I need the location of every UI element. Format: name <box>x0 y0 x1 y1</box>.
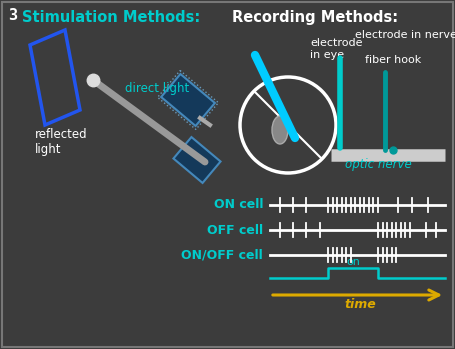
Text: on: on <box>346 257 360 267</box>
Text: Stimulation Methods:: Stimulation Methods: <box>22 10 200 25</box>
Ellipse shape <box>272 116 288 144</box>
Polygon shape <box>161 74 215 126</box>
Text: direct light: direct light <box>125 82 189 95</box>
Text: Recording Methods:: Recording Methods: <box>232 10 398 25</box>
Text: ON/OFF cell: ON/OFF cell <box>181 248 263 261</box>
Text: electrode
in eye: electrode in eye <box>310 38 363 60</box>
Text: fiber hook: fiber hook <box>365 55 421 65</box>
Text: time: time <box>344 298 376 311</box>
Text: reflected
light: reflected light <box>35 128 88 156</box>
Text: OFF cell: OFF cell <box>207 223 263 237</box>
Text: optic nerve: optic nerve <box>345 158 412 171</box>
Text: ON cell: ON cell <box>213 199 263 211</box>
Text: electrode in nerve: electrode in nerve <box>355 30 455 40</box>
Polygon shape <box>173 137 221 183</box>
Text: 3: 3 <box>8 8 17 23</box>
